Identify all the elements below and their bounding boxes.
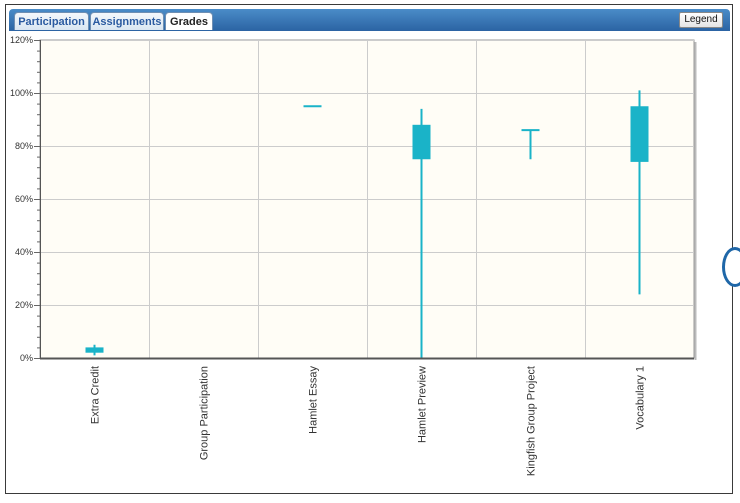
window-frame (5, 4, 733, 494)
side-scroll-handle[interactable] (722, 247, 740, 287)
legend-button[interactable]: Legend (679, 12, 723, 28)
tab-participation[interactable]: Participation (14, 12, 89, 30)
tab-bar: Participation Assignments Grades Legend (9, 9, 730, 31)
tab-assignments[interactable]: Assignments (90, 12, 164, 30)
tab-grades[interactable]: Grades (165, 12, 213, 30)
